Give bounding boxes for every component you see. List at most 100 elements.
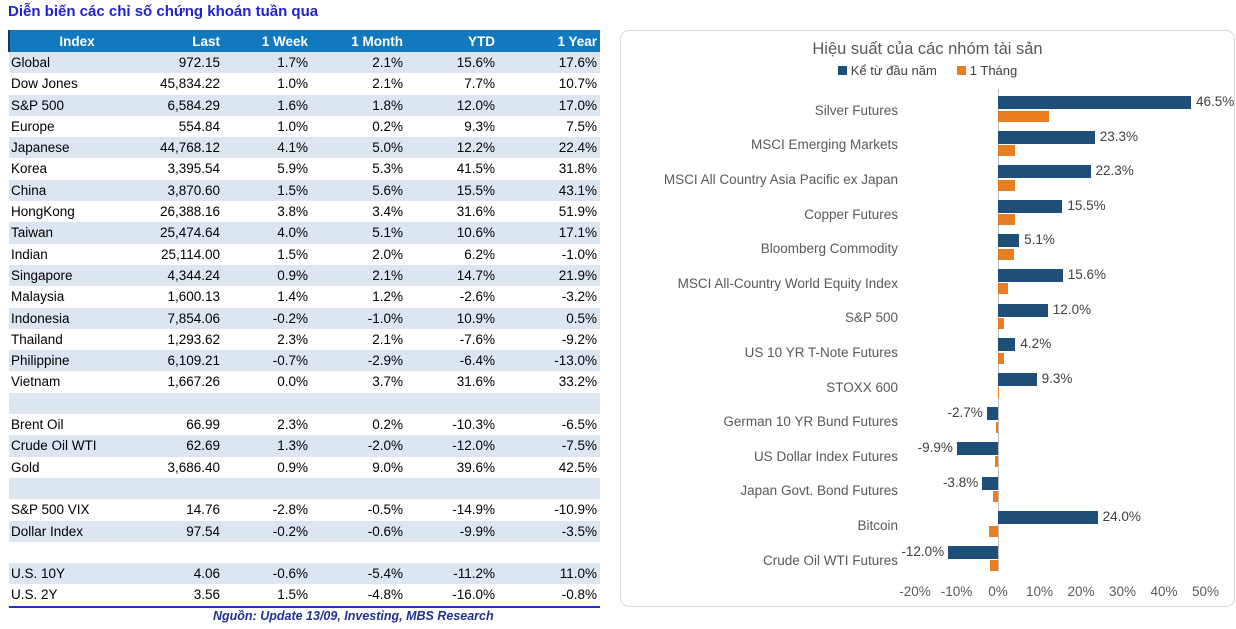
cell-w1: 0.9% <box>277 459 308 475</box>
chart-category-label: Bitcoin <box>857 517 898 533</box>
cell-ytd: 7.7% <box>464 76 495 92</box>
cell-w1: 1.3% <box>223 435 311 457</box>
x-tick-label: 40% <box>1150 584 1178 599</box>
legend-item: Kể từ đầu năm <box>837 63 937 78</box>
cell-y1: 17.1% <box>498 222 600 244</box>
cell-ytd: 41.5% <box>456 161 495 177</box>
cell-ytd: 15.5% <box>406 179 498 202</box>
cell-m1: 3.7% <box>372 374 403 390</box>
cell-w1: 1.0% <box>277 76 308 92</box>
cell-ytd: 10.6% <box>406 222 498 244</box>
chart-category-label: Silver Futures <box>814 102 898 118</box>
chart-row: German 10 YR Bund Futures -2.7% <box>621 404 1234 439</box>
cell-name: Malaysia <box>11 289 65 305</box>
cell-w1: 0.9% <box>223 264 311 287</box>
ytd-bar <box>998 234 1020 248</box>
chart-category-label: US 10 YR T-Note Futures <box>744 344 898 360</box>
month-bar <box>998 214 1015 226</box>
x-axis: -20% -10% 0% 10% 20% 30% 40% 50% <box>621 584 1234 602</box>
chart-row: Crude Oil WTI Futures -12.0% <box>621 543 1234 578</box>
table-row: S&P 500 VIX 14.76 -2.8% -0.5% -14.9% -10.9% <box>9 499 600 520</box>
table-row: Indian 25,114.00 1.5% 2.0% 6.2% -1.0% <box>9 244 600 265</box>
cell-w1: -0.7% <box>223 350 311 372</box>
column-header-last: Last <box>144 30 223 52</box>
column-header-ytd: YTD <box>406 30 498 52</box>
cell-y1: 33.2% <box>558 374 597 390</box>
cell-name: Indonesia <box>9 307 144 329</box>
cell-ytd: 10.9% <box>406 307 498 329</box>
cell-ytd <box>406 392 498 415</box>
cell-y1: -3.5% <box>498 520 600 542</box>
month-bar <box>995 456 998 468</box>
table-row: Global 972.15 1.7% 2.1% 15.6% 17.6% <box>9 52 600 74</box>
cell-w1: -0.6% <box>223 563 311 585</box>
cell-last: 62.69 <box>144 435 223 457</box>
table-row: Crude Oil WTI 62.69 1.3% -2.0% -12.0% -7.5% <box>9 435 600 457</box>
chart-category-label: German 10 YR Bund Futures <box>723 414 898 430</box>
cell-ytd: 31.6% <box>456 204 495 220</box>
cell-last: 26,388.16 <box>159 204 220 220</box>
cell-name: Thailand <box>11 331 63 347</box>
cell-y1: -6.5% <box>561 417 597 433</box>
x-tick-label: -10% <box>940 584 973 599</box>
bar-zone: -9.9% <box>909 439 1234 474</box>
cell-last: 1,667.26 <box>167 374 220 390</box>
cell-last: 25,474.64 <box>144 222 223 244</box>
bar-value-label: 15.5% <box>1067 197 1106 213</box>
cell-w1 <box>223 392 311 415</box>
cell-w1: 2.3% <box>277 417 308 433</box>
ytd-bar <box>948 545 998 559</box>
bar-value-label: 9.3% <box>1041 370 1073 386</box>
cell-y1: -0.8% <box>498 584 600 608</box>
chart-category-label: Bloomberg Commodity <box>760 241 898 257</box>
ytd-bar <box>998 268 1063 282</box>
cell-name: S&P 500 <box>9 94 144 116</box>
legend-label: 1 Tháng <box>969 63 1018 78</box>
table-row: Japanese 44,768.12 4.1% 5.0% 12.2% 22.4% <box>9 137 600 159</box>
cell-w1: -0.2% <box>223 520 311 542</box>
cell-ytd: -11.2% <box>406 563 498 585</box>
cell-ytd: 9.3% <box>464 118 495 134</box>
month-bar <box>996 421 998 433</box>
cell-y1 <box>498 542 600 563</box>
ytd-bar <box>956 441 998 455</box>
cell-y1: -9.2% <box>561 331 597 347</box>
cell-y1: -10.9% <box>554 502 597 518</box>
cell-name: Philippine <box>9 350 144 372</box>
cell-last: 4.06 <box>144 563 223 585</box>
ytd-bar <box>998 303 1048 317</box>
cell-ytd: -9.9% <box>406 520 498 542</box>
bar-value-label: 12.0% <box>1052 301 1092 317</box>
chart-category-label: MSCI All-Country World Equity Index <box>677 275 898 291</box>
ytd-bar <box>998 130 1095 144</box>
cell-name: Europe <box>11 118 55 134</box>
ytd-bar <box>998 96 1191 109</box>
chart-row: Bitcoin 24.0% <box>621 508 1234 543</box>
cell-y1: -1.0% <box>561 246 597 262</box>
cell-y1: 17.6% <box>498 52 600 74</box>
chart-title: Hiệu suất của các nhóm tài sản <box>812 40 1043 58</box>
bar-zone: 5.1% <box>909 231 1234 266</box>
x-tick-label: 20% <box>1067 584 1095 599</box>
month-bar <box>998 352 1004 364</box>
chart-row: Copper Futures 15.5% <box>621 197 1234 232</box>
cell-ytd: -6.4% <box>406 350 498 372</box>
legend-label: Kể từ đầu năm <box>850 63 937 78</box>
cell-ytd <box>406 477 498 500</box>
bar-value-label: 5.1% <box>1024 232 1055 248</box>
cell-name: Gold <box>11 459 40 475</box>
bar-zone: -3.8% <box>909 474 1234 509</box>
table-row <box>9 477 600 500</box>
chart-category-label: Copper Futures <box>804 206 898 222</box>
cell-last <box>144 392 223 415</box>
table-row: Dollar Index 97.54 -0.2% -0.6% -9.9% -3.5% <box>9 520 600 542</box>
cell-ytd: -2.6% <box>459 289 495 305</box>
cell-m1: 2.0% <box>372 246 403 262</box>
cell-m1: 2.1% <box>372 76 403 92</box>
cell-m1: 5.1% <box>311 222 406 244</box>
source-note: Nguồn: Update 13/09, Investing, MBS Rese… <box>213 609 494 623</box>
bar-zone: 22.3% <box>909 162 1234 197</box>
chart-row: S&P 500 12.0% <box>621 301 1234 336</box>
cell-m1: 2.1% <box>311 52 406 74</box>
table-row: Korea 3,395.54 5.9% 5.3% 41.5% 31.8% <box>9 158 600 179</box>
